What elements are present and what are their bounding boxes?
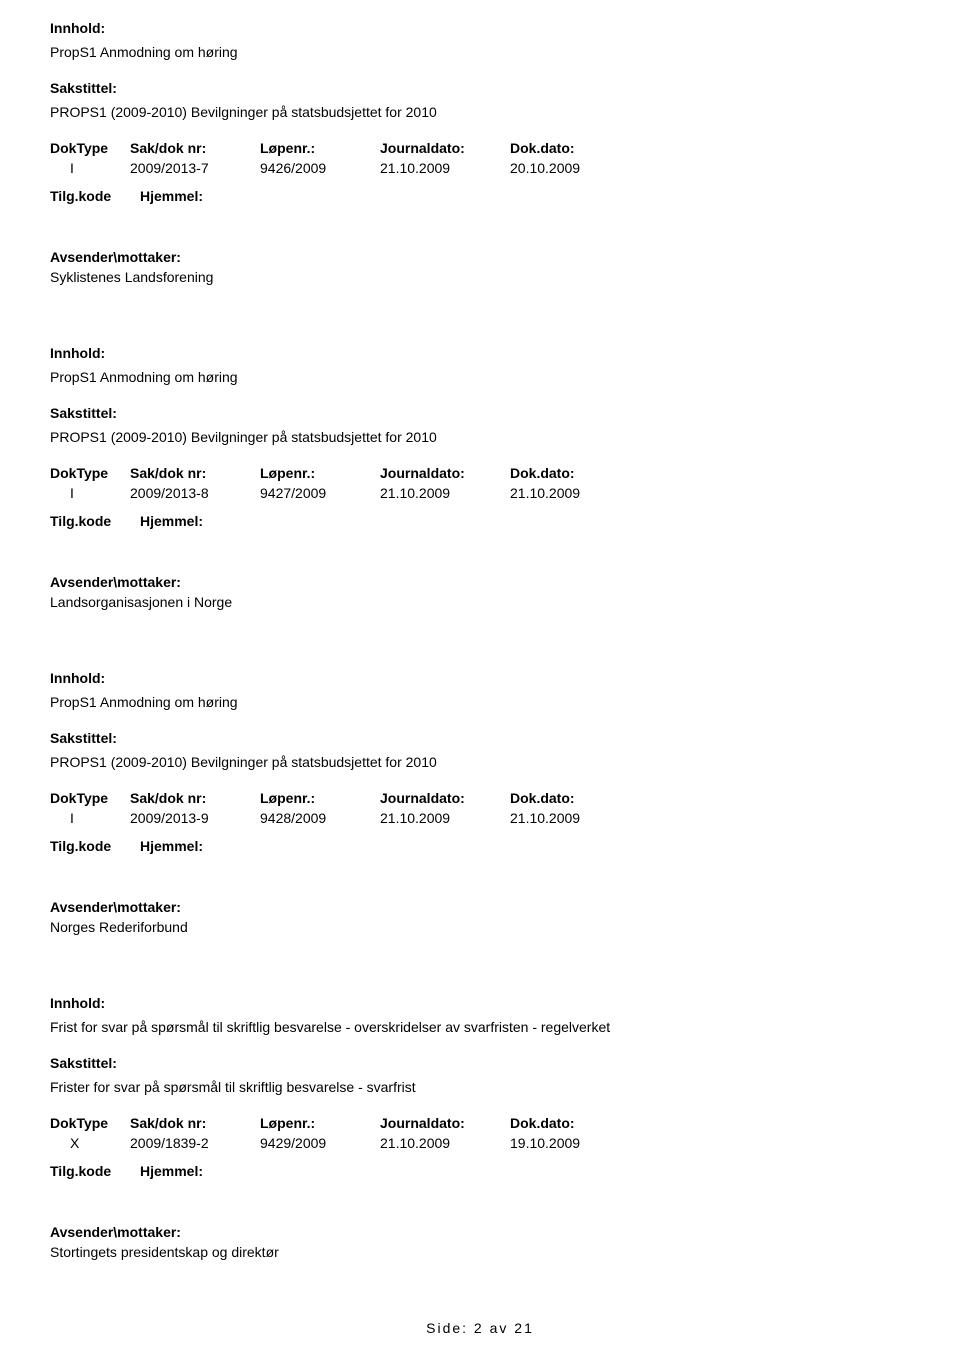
record: Innhold: PropS1 Anmodning om høring Saks… [50, 345, 910, 610]
journaldato-value: 21.10.2009 [380, 1135, 510, 1151]
lopenr-header: Løpenr.: [260, 1115, 380, 1131]
doktype-value: X [50, 1135, 130, 1151]
journaldato-header: Journaldato: [380, 140, 510, 156]
avsender-section: Avsender\mottaker: Stortingets president… [50, 1224, 910, 1260]
table-header-row: DokType Sak/dok nr: Løpenr.: Journaldato… [50, 140, 910, 156]
hjemmel-label: Hjemmel: [140, 838, 203, 854]
innhold-label: Innhold: [50, 345, 910, 361]
table-header-row: DokType Sak/dok nr: Løpenr.: Journaldato… [50, 1115, 910, 1131]
record: Innhold: PropS1 Anmodning om høring Saks… [50, 20, 910, 285]
tilgkode-label: Tilg.kode [50, 513, 140, 529]
dokdato-header: Dok.dato: [510, 465, 640, 481]
sakdoknr-value: 2009/1839-2 [130, 1135, 260, 1151]
avsender-value: Syklistenes Landsforening [50, 269, 910, 285]
doktype-header: DokType [50, 790, 130, 806]
table-data-row: I 2009/2013-9 9428/2009 21.10.2009 21.10… [50, 810, 910, 826]
innhold-text: PropS1 Anmodning om høring [50, 369, 910, 385]
sakstittel-text: PROPS1 (2009-2010) Bevilgninger på stats… [50, 429, 910, 445]
hjemmel-label: Hjemmel: [140, 513, 203, 529]
table-header-row: DokType Sak/dok nr: Løpenr.: Journaldato… [50, 465, 910, 481]
sakdoknr-header: Sak/dok nr: [130, 140, 260, 156]
sakdoknr-value: 2009/2013-7 [130, 160, 260, 176]
record: Innhold: Frist for svar på spørsmål til … [50, 995, 910, 1260]
sakstittel-text: PROPS1 (2009-2010) Bevilgninger på stats… [50, 754, 910, 770]
hjemmel-row: Tilg.kode Hjemmel: [50, 188, 910, 204]
sakdoknr-header: Sak/dok nr: [130, 465, 260, 481]
table-header-row: DokType Sak/dok nr: Løpenr.: Journaldato… [50, 790, 910, 806]
avsender-value: Stortingets presidentskap og direktør [50, 1244, 910, 1260]
tilgkode-label: Tilg.kode [50, 188, 140, 204]
dokdato-header: Dok.dato: [510, 790, 640, 806]
innhold-label: Innhold: [50, 20, 910, 36]
sakstittel-label: Sakstittel: [50, 1055, 910, 1071]
sakstittel-label: Sakstittel: [50, 405, 910, 421]
table-data-row: I 2009/2013-8 9427/2009 21.10.2009 21.10… [50, 485, 910, 501]
doktype-value: I [50, 485, 130, 501]
avsender-section: Avsender\mottaker: Landsorganisasjonen i… [50, 574, 910, 610]
tilgkode-label: Tilg.kode [50, 838, 140, 854]
journaldato-value: 21.10.2009 [380, 160, 510, 176]
sakdoknr-header: Sak/dok nr: [130, 790, 260, 806]
sakstittel-text: PROPS1 (2009-2010) Bevilgninger på stats… [50, 104, 910, 120]
sakstittel-text: Frister for svar på spørsmål til skriftl… [50, 1079, 910, 1095]
dokdato-value: 21.10.2009 [510, 810, 640, 826]
dokdato-value: 20.10.2009 [510, 160, 640, 176]
avsender-value: Landsorganisasjonen i Norge [50, 594, 910, 610]
hjemmel-row: Tilg.kode Hjemmel: [50, 513, 910, 529]
dokdato-header: Dok.dato: [510, 140, 640, 156]
record: Innhold: PropS1 Anmodning om høring Saks… [50, 670, 910, 935]
sakstittel-label: Sakstittel: [50, 80, 910, 96]
lopenr-header: Løpenr.: [260, 465, 380, 481]
avsender-label: Avsender\mottaker: [50, 574, 910, 590]
lopenr-header: Løpenr.: [260, 790, 380, 806]
lopenr-value: 9427/2009 [260, 485, 380, 501]
journaldato-value: 21.10.2009 [380, 810, 510, 826]
table-data-row: I 2009/2013-7 9426/2009 21.10.2009 20.10… [50, 160, 910, 176]
tilgkode-label: Tilg.kode [50, 1163, 140, 1179]
doktype-header: DokType [50, 140, 130, 156]
avsender-label: Avsender\mottaker: [50, 899, 910, 915]
hjemmel-row: Tilg.kode Hjemmel: [50, 1163, 910, 1179]
avsender-section: Avsender\mottaker: Norges Rederiforbund [50, 899, 910, 935]
dokdato-header: Dok.dato: [510, 1115, 640, 1131]
sakdoknr-value: 2009/2013-8 [130, 485, 260, 501]
lopenr-value: 9426/2009 [260, 160, 380, 176]
journaldato-header: Journaldato: [380, 465, 510, 481]
innhold-label: Innhold: [50, 670, 910, 686]
sakstittel-label: Sakstittel: [50, 730, 910, 746]
lopenr-header: Løpenr.: [260, 140, 380, 156]
lopenr-value: 9429/2009 [260, 1135, 380, 1151]
innhold-label: Innhold: [50, 995, 910, 1011]
hjemmel-label: Hjemmel: [140, 188, 203, 204]
doktype-value: I [50, 810, 130, 826]
dokdato-value: 21.10.2009 [510, 485, 640, 501]
innhold-text: PropS1 Anmodning om høring [50, 694, 910, 710]
dokdato-value: 19.10.2009 [510, 1135, 640, 1151]
doktype-value: I [50, 160, 130, 176]
lopenr-value: 9428/2009 [260, 810, 380, 826]
avsender-section: Avsender\mottaker: Syklistenes Landsfore… [50, 249, 910, 285]
doktype-header: DokType [50, 465, 130, 481]
innhold-text: PropS1 Anmodning om høring [50, 44, 910, 60]
hjemmel-label: Hjemmel: [140, 1163, 203, 1179]
table-data-row: X 2009/1839-2 9429/2009 21.10.2009 19.10… [50, 1135, 910, 1151]
journaldato-value: 21.10.2009 [380, 485, 510, 501]
avsender-value: Norges Rederiforbund [50, 919, 910, 935]
sakdoknr-header: Sak/dok nr: [130, 1115, 260, 1131]
avsender-label: Avsender\mottaker: [50, 249, 910, 265]
hjemmel-row: Tilg.kode Hjemmel: [50, 838, 910, 854]
journaldato-header: Journaldato: [380, 790, 510, 806]
innhold-text: Frist for svar på spørsmål til skriftlig… [50, 1019, 910, 1035]
avsender-label: Avsender\mottaker: [50, 1224, 910, 1240]
journaldato-header: Journaldato: [380, 1115, 510, 1131]
doktype-header: DokType [50, 1115, 130, 1131]
sakdoknr-value: 2009/2013-9 [130, 810, 260, 826]
